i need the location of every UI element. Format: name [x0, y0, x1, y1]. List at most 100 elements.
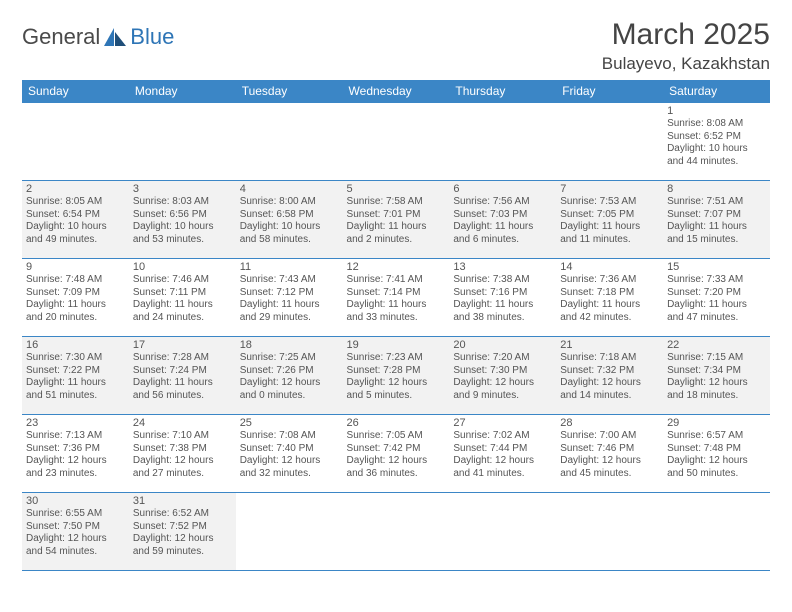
title-block: March 2025 Bulayevo, Kazakhstan: [602, 18, 770, 74]
day-info: Sunrise: 7:18 AMSunset: 7:32 PMDaylight:…: [560, 352, 659, 402]
calendar-cell: 2Sunrise: 8:05 AMSunset: 6:54 PMDaylight…: [22, 181, 129, 259]
day-number: 18: [240, 339, 339, 351]
day-number: 30: [26, 495, 125, 507]
calendar-cell: 3Sunrise: 8:03 AMSunset: 6:56 PMDaylight…: [129, 181, 236, 259]
calendar-week: 16Sunrise: 7:30 AMSunset: 7:22 PMDayligh…: [22, 337, 770, 415]
day-info: Sunrise: 7:48 AMSunset: 7:09 PMDaylight:…: [26, 274, 125, 324]
calendar-cell: 22Sunrise: 7:15 AMSunset: 7:34 PMDayligh…: [663, 337, 770, 415]
calendar-cell: 23Sunrise: 7:13 AMSunset: 7:36 PMDayligh…: [22, 415, 129, 493]
day-header: Thursday: [449, 80, 556, 103]
calendar-body: 1Sunrise: 8:08 AMSunset: 6:52 PMDaylight…: [22, 103, 770, 571]
calendar-cell: 19Sunrise: 7:23 AMSunset: 7:28 PMDayligh…: [343, 337, 450, 415]
calendar-cell: 27Sunrise: 7:02 AMSunset: 7:44 PMDayligh…: [449, 415, 556, 493]
day-number: 13: [453, 261, 552, 273]
month-title: March 2025: [602, 18, 770, 52]
calendar-cell: [22, 103, 129, 181]
day-info: Sunrise: 7:41 AMSunset: 7:14 PMDaylight:…: [347, 274, 446, 324]
day-info: Sunrise: 7:23 AMSunset: 7:28 PMDaylight:…: [347, 352, 446, 402]
day-number: 8: [667, 183, 766, 195]
day-info: Sunrise: 7:05 AMSunset: 7:42 PMDaylight:…: [347, 430, 446, 480]
logo-text-general: General: [22, 24, 100, 50]
day-info: Sunrise: 6:55 AMSunset: 7:50 PMDaylight:…: [26, 508, 125, 558]
day-info: Sunrise: 7:53 AMSunset: 7:05 PMDaylight:…: [560, 196, 659, 246]
day-number: 17: [133, 339, 232, 351]
day-header: Friday: [556, 80, 663, 103]
day-info: Sunrise: 6:52 AMSunset: 7:52 PMDaylight:…: [133, 508, 232, 558]
day-number: 3: [133, 183, 232, 195]
day-number: 14: [560, 261, 659, 273]
day-info: Sunrise: 7:33 AMSunset: 7:20 PMDaylight:…: [667, 274, 766, 324]
calendar-cell: 13Sunrise: 7:38 AMSunset: 7:16 PMDayligh…: [449, 259, 556, 337]
day-number: 28: [560, 417, 659, 429]
day-info: Sunrise: 7:51 AMSunset: 7:07 PMDaylight:…: [667, 196, 766, 246]
day-number: 9: [26, 261, 125, 273]
calendar-cell: [556, 493, 663, 571]
day-info: Sunrise: 7:38 AMSunset: 7:16 PMDaylight:…: [453, 274, 552, 324]
day-info: Sunrise: 7:15 AMSunset: 7:34 PMDaylight:…: [667, 352, 766, 402]
calendar-cell: 12Sunrise: 7:41 AMSunset: 7:14 PMDayligh…: [343, 259, 450, 337]
calendar-cell: 10Sunrise: 7:46 AMSunset: 7:11 PMDayligh…: [129, 259, 236, 337]
calendar-head: SundayMondayTuesdayWednesdayThursdayFrid…: [22, 80, 770, 103]
calendar-cell: 17Sunrise: 7:28 AMSunset: 7:24 PMDayligh…: [129, 337, 236, 415]
calendar-cell: 16Sunrise: 7:30 AMSunset: 7:22 PMDayligh…: [22, 337, 129, 415]
calendar-cell: [663, 493, 770, 571]
day-info: Sunrise: 7:02 AMSunset: 7:44 PMDaylight:…: [453, 430, 552, 480]
calendar-cell: 11Sunrise: 7:43 AMSunset: 7:12 PMDayligh…: [236, 259, 343, 337]
calendar-cell: 20Sunrise: 7:20 AMSunset: 7:30 PMDayligh…: [449, 337, 556, 415]
day-number: 12: [347, 261, 446, 273]
day-number: 15: [667, 261, 766, 273]
calendar-cell: 14Sunrise: 7:36 AMSunset: 7:18 PMDayligh…: [556, 259, 663, 337]
day-number: 21: [560, 339, 659, 351]
day-info: Sunrise: 8:05 AMSunset: 6:54 PMDaylight:…: [26, 196, 125, 246]
day-number: 2: [26, 183, 125, 195]
day-header: Wednesday: [343, 80, 450, 103]
day-info: Sunrise: 8:03 AMSunset: 6:56 PMDaylight:…: [133, 196, 232, 246]
calendar-cell: 5Sunrise: 7:58 AMSunset: 7:01 PMDaylight…: [343, 181, 450, 259]
day-info: Sunrise: 7:20 AMSunset: 7:30 PMDaylight:…: [453, 352, 552, 402]
calendar-cell: 15Sunrise: 7:33 AMSunset: 7:20 PMDayligh…: [663, 259, 770, 337]
calendar-cell: 8Sunrise: 7:51 AMSunset: 7:07 PMDaylight…: [663, 181, 770, 259]
logo: General Blue: [22, 24, 174, 50]
day-info: Sunrise: 7:58 AMSunset: 7:01 PMDaylight:…: [347, 196, 446, 246]
calendar-cell: 31Sunrise: 6:52 AMSunset: 7:52 PMDayligh…: [129, 493, 236, 571]
day-number: 4: [240, 183, 339, 195]
day-info: Sunrise: 7:46 AMSunset: 7:11 PMDaylight:…: [133, 274, 232, 324]
day-number: 26: [347, 417, 446, 429]
calendar-week: 23Sunrise: 7:13 AMSunset: 7:36 PMDayligh…: [22, 415, 770, 493]
day-info: Sunrise: 8:00 AMSunset: 6:58 PMDaylight:…: [240, 196, 339, 246]
day-info: Sunrise: 7:00 AMSunset: 7:46 PMDaylight:…: [560, 430, 659, 480]
day-number: 19: [347, 339, 446, 351]
day-header: Tuesday: [236, 80, 343, 103]
calendar-cell: 18Sunrise: 7:25 AMSunset: 7:26 PMDayligh…: [236, 337, 343, 415]
day-info: Sunrise: 7:08 AMSunset: 7:40 PMDaylight:…: [240, 430, 339, 480]
calendar-week: 1Sunrise: 8:08 AMSunset: 6:52 PMDaylight…: [22, 103, 770, 181]
day-number: 1: [667, 105, 766, 117]
calendar-cell: [449, 103, 556, 181]
day-number: 5: [347, 183, 446, 195]
day-header: Monday: [129, 80, 236, 103]
day-number: 29: [667, 417, 766, 429]
calendar-week: 9Sunrise: 7:48 AMSunset: 7:09 PMDaylight…: [22, 259, 770, 337]
calendar-cell: 28Sunrise: 7:00 AMSunset: 7:46 PMDayligh…: [556, 415, 663, 493]
day-info: Sunrise: 7:25 AMSunset: 7:26 PMDaylight:…: [240, 352, 339, 402]
calendar-cell: [236, 493, 343, 571]
day-header-row: SundayMondayTuesdayWednesdayThursdayFrid…: [22, 80, 770, 103]
header: General Blue March 2025 Bulayevo, Kazakh…: [22, 18, 770, 74]
location: Bulayevo, Kazakhstan: [602, 54, 770, 74]
day-info: Sunrise: 7:28 AMSunset: 7:24 PMDaylight:…: [133, 352, 232, 402]
logo-sail-icon: [102, 26, 128, 48]
day-number: 23: [26, 417, 125, 429]
day-number: 7: [560, 183, 659, 195]
day-info: Sunrise: 7:56 AMSunset: 7:03 PMDaylight:…: [453, 196, 552, 246]
calendar-cell: [343, 493, 450, 571]
calendar-cell: [449, 493, 556, 571]
calendar-cell: 26Sunrise: 7:05 AMSunset: 7:42 PMDayligh…: [343, 415, 450, 493]
calendar-cell: 21Sunrise: 7:18 AMSunset: 7:32 PMDayligh…: [556, 337, 663, 415]
calendar-cell: [236, 103, 343, 181]
day-info: Sunrise: 8:08 AMSunset: 6:52 PMDaylight:…: [667, 118, 766, 168]
calendar-cell: [343, 103, 450, 181]
calendar-cell: 30Sunrise: 6:55 AMSunset: 7:50 PMDayligh…: [22, 493, 129, 571]
calendar-week: 30Sunrise: 6:55 AMSunset: 7:50 PMDayligh…: [22, 493, 770, 571]
day-number: 24: [133, 417, 232, 429]
day-number: 16: [26, 339, 125, 351]
